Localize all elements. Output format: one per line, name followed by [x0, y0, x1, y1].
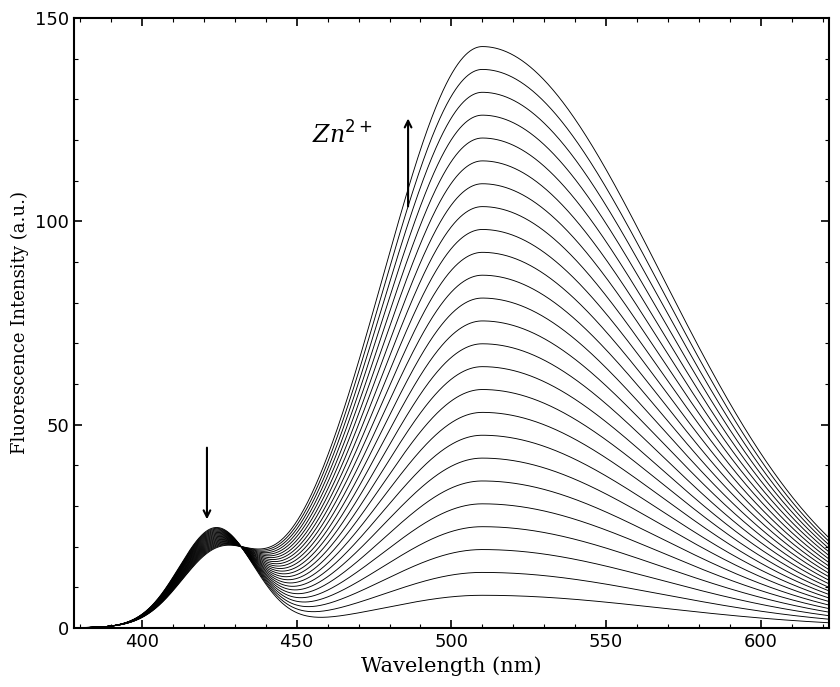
X-axis label: Wavelength (nm): Wavelength (nm): [361, 656, 542, 676]
Text: Zn$^{2+}$: Zn$^{2+}$: [312, 121, 372, 148]
Y-axis label: Fluorescence Intensity (a.u.): Fluorescence Intensity (a.u.): [11, 192, 29, 455]
